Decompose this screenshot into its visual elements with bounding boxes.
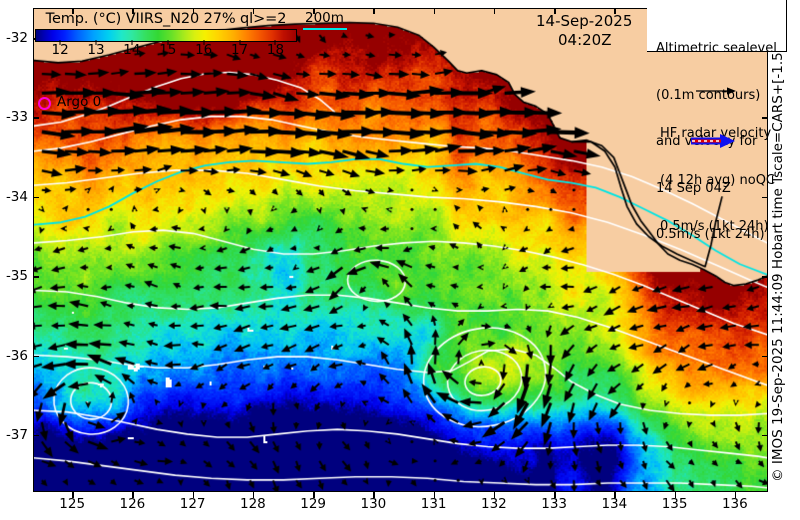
date-text: 14-Sep-2025 bbox=[536, 12, 633, 30]
x-tick-label-128: 128 bbox=[240, 496, 266, 512]
legend-backdrop-box bbox=[647, 0, 787, 52]
hf-radar-legend-line-1: (4 12h avg) noQC bbox=[660, 172, 776, 188]
y-tickmark-right bbox=[762, 276, 768, 278]
x-tickmark bbox=[493, 492, 496, 498]
colorbar-tick-18: 18 bbox=[266, 42, 285, 58]
datetime-annotation: 14-Sep-2025 04:20Z bbox=[536, 12, 632, 50]
colorbar-tick-15: 15 bbox=[159, 42, 177, 58]
x-tick-label-127: 127 bbox=[179, 496, 206, 512]
altimetry-legend-line-4: 0.5m/s (1kt 24h) bbox=[656, 227, 765, 242]
colorbar-tickmark bbox=[203, 40, 205, 45]
y-tickmark bbox=[33, 196, 39, 199]
hf-radar-legend-line-2: 0.5m/s (1kt 24h) bbox=[660, 219, 769, 234]
x-tick-label-126: 126 bbox=[119, 496, 146, 512]
colorbar-tickmark bbox=[59, 40, 61, 45]
altimetry-velocity-arrow-icon bbox=[696, 87, 736, 95]
x-tickmark bbox=[674, 492, 676, 498]
colorbar-gradient bbox=[35, 29, 297, 42]
y-tickmark-right bbox=[762, 434, 768, 437]
y-tickmark bbox=[33, 117, 39, 119]
colorbar-tickmark bbox=[239, 40, 241, 45]
x-tickmark bbox=[554, 492, 556, 498]
y-tickmark-right bbox=[762, 196, 768, 199]
x-tick-label-129: 129 bbox=[300, 496, 327, 512]
colorbar-tick-16: 16 bbox=[195, 42, 213, 58]
colorbar-tick-14: 14 bbox=[123, 42, 141, 58]
y-tick-label--33: -33 bbox=[5, 109, 28, 126]
bathymetry-200m-label: 200m bbox=[305, 10, 344, 26]
x-tickmark bbox=[433, 492, 436, 498]
x-tickmark-top bbox=[554, 8, 556, 14]
colorbar-tickmark bbox=[167, 40, 169, 45]
bathymetry-200m-line-swatch bbox=[303, 28, 347, 30]
y-tickmark bbox=[33, 355, 39, 357]
y-tickmark-right bbox=[762, 117, 768, 119]
x-tickmark-top bbox=[72, 8, 74, 14]
colorbar-tick-13: 13 bbox=[87, 42, 105, 58]
x-tickmark-top bbox=[132, 8, 134, 14]
colorbar-title: Temp. (°C) VIIRS_N20 27% ql>=2 bbox=[45, 11, 287, 27]
argo-float-label: Argo 0 bbox=[57, 94, 102, 110]
colorbar: Temp. (°C) VIIRS_N20 27% ql>=2 12 13 14 15 1… bbox=[35, 12, 297, 58]
y-tick-label--35: -35 bbox=[5, 268, 28, 285]
hf-radar-legend-line-0: HF radar velocity bbox=[660, 126, 772, 141]
x-tick-label-135: 135 bbox=[661, 496, 688, 512]
x-tickmark bbox=[132, 492, 134, 498]
y-tickmark bbox=[33, 434, 39, 437]
x-tickmark bbox=[313, 492, 315, 498]
x-tick-label-134: 134 bbox=[601, 496, 628, 512]
altimetry-legend-line-3: 14 Sep 04Z bbox=[656, 180, 731, 196]
sst-map-canvas[interactable] bbox=[34, 9, 767, 491]
x-tickmark-top bbox=[252, 8, 255, 14]
x-tick-label-132: 132 bbox=[480, 496, 507, 512]
x-tick-label-136: 136 bbox=[721, 496, 748, 512]
y-tick-label--36: -36 bbox=[5, 347, 28, 364]
hf-radar-legend: HF radar velocity (4 12h avg) noQC 0.5m/… bbox=[660, 95, 775, 266]
y-tickmark-right bbox=[762, 355, 768, 357]
colorbar-tickmark bbox=[131, 40, 133, 45]
x-tickmark-top bbox=[313, 8, 315, 14]
hf-radar-velocity-arrow-icon bbox=[691, 134, 735, 148]
x-tickmark bbox=[614, 492, 616, 498]
colorbar-tick-labels: 12 13 14 15 16 17 18 bbox=[35, 40, 297, 58]
x-tick-label-133: 133 bbox=[541, 496, 568, 512]
y-tickmark bbox=[33, 276, 39, 278]
x-tickmark bbox=[72, 492, 74, 498]
x-tickmark bbox=[192, 492, 195, 498]
time-text: 04:20Z bbox=[558, 31, 612, 49]
x-tickmark bbox=[373, 492, 375, 498]
x-tickmark-top bbox=[192, 8, 195, 14]
y-tick-label--34: -34 bbox=[5, 188, 28, 205]
colorbar-tick-12: 12 bbox=[51, 42, 69, 58]
x-tickmark bbox=[734, 492, 737, 498]
y-tick-label--37: -37 bbox=[5, 426, 28, 443]
x-tickmark-top bbox=[493, 8, 496, 14]
x-tickmark-top bbox=[614, 8, 616, 14]
x-tickmark bbox=[252, 492, 255, 498]
x-tick-label-130: 130 bbox=[360, 496, 387, 512]
altimetry-legend-line-0: Altimetric sealevel bbox=[656, 41, 777, 56]
y-tick-label--32: -32 bbox=[5, 30, 28, 47]
argo-float-marker-icon[interactable] bbox=[38, 97, 51, 110]
map-plot-area[interactable] bbox=[33, 8, 768, 492]
colorbar-tickmark bbox=[274, 40, 276, 45]
x-tickmark-top bbox=[433, 8, 436, 14]
colorbar-tick-17: 17 bbox=[230, 42, 249, 58]
x-tickmark-top bbox=[373, 8, 375, 14]
x-tick-label-131: 131 bbox=[420, 496, 447, 512]
x-tick-label-125: 125 bbox=[59, 496, 86, 512]
colorbar-tickmark bbox=[95, 40, 97, 45]
